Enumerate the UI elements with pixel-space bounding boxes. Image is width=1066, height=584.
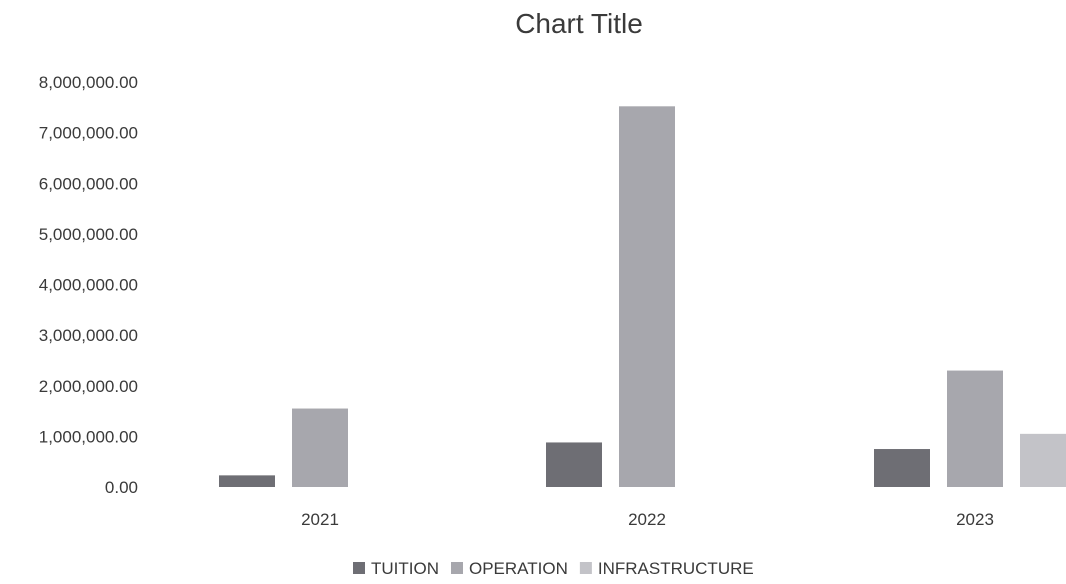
bar-operation-2023 (947, 370, 1003, 487)
legend-label: TUITION (371, 559, 439, 578)
legend: TUITION OPERATION INFRASTRUCTURE (353, 559, 754, 578)
y-axis-ticks: 0.00 1,000,000.00 2,000,000.00 3,000,000.00… (39, 73, 138, 497)
legend-label: OPERATION (469, 559, 568, 578)
y-tick-label: 4,000,000.00 (39, 276, 138, 295)
y-tick-label: 5,000,000.00 (39, 225, 138, 244)
x-tick-label: 2021 (301, 510, 339, 529)
bar-tuition-2022 (546, 442, 602, 487)
bars (219, 106, 1066, 488)
bar-tuition-2023 (874, 449, 930, 487)
legend-swatch (451, 562, 463, 574)
y-tick-label: 3,000,000.00 (39, 326, 138, 345)
y-tick-label: 8,000,000.00 (39, 73, 138, 92)
legend-swatch (353, 562, 365, 574)
y-tick-label: 1,000,000.00 (39, 427, 138, 446)
y-tick-label: 6,000,000.00 (39, 174, 138, 193)
bar-operation-2021 (292, 408, 348, 487)
bar-infrastructure-2023 (1020, 433, 1066, 487)
legend-swatch (579, 562, 592, 574)
legend-label: INFRASTRUCTURE (598, 559, 754, 578)
y-tick-label: 7,000,000.00 (39, 124, 138, 143)
bar-operation-2022 (619, 106, 675, 488)
x-tick-label: 2022 (628, 510, 666, 529)
chart-title: Chart Title (515, 8, 643, 39)
y-tick-label: 0.00 (105, 478, 138, 497)
x-tick-label: 2023 (956, 510, 994, 529)
bar-tuition-2021 (219, 475, 275, 487)
x-axis-ticks: 2021 2022 2023 (301, 510, 994, 529)
y-tick-label: 2,000,000.00 (39, 377, 138, 396)
